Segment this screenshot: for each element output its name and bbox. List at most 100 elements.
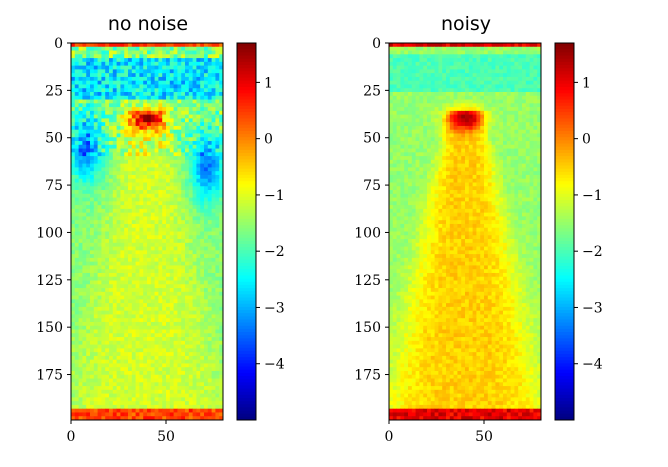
heatmap-cell: [472, 73, 477, 78]
heatmap-cell: [506, 58, 511, 63]
heatmap-cell: [162, 190, 167, 195]
heatmap-cell: [124, 404, 129, 410]
heatmap-cell: [215, 389, 220, 395]
heatmap-cell: [177, 58, 182, 63]
heatmap-cell: [200, 201, 205, 206]
heatmap-cell: [139, 58, 144, 63]
heatmap-cell: [215, 344, 220, 349]
heatmap-cell: [453, 114, 458, 119]
heatmap-cell: [93, 186, 98, 191]
heatmap-cell: [487, 107, 492, 112]
heatmap-cell: [423, 99, 428, 104]
heatmap-cell: [131, 288, 136, 293]
heatmap-cell: [131, 235, 136, 240]
heatmap-cell: [204, 265, 209, 270]
heatmap-cell: [200, 355, 205, 361]
heatmap-cell: [177, 148, 182, 153]
heatmap-cell: [204, 352, 209, 357]
heatmap-cell: [135, 133, 140, 138]
heatmap-cell: [86, 103, 91, 108]
heatmap-cell: [192, 125, 197, 131]
heatmap-cell: [154, 156, 159, 161]
heatmap-cell: [468, 103, 473, 108]
heatmap-cell: [131, 389, 136, 395]
heatmap-cell: [86, 114, 91, 119]
heatmap-cell: [131, 171, 136, 176]
heatmap-cell: [154, 220, 159, 225]
heatmap-cell: [74, 92, 79, 97]
heatmap-cell: [188, 393, 193, 398]
heatmap-cell: [109, 58, 114, 63]
heatmap-cell: [97, 382, 102, 387]
heatmap-cell: [101, 227, 106, 232]
heatmap-cell: [211, 374, 216, 379]
heatmap-cell: [139, 167, 144, 172]
heatmap-cell: [188, 321, 193, 327]
heatmap-cell: [90, 193, 95, 198]
heatmap-cell: [181, 107, 186, 112]
heatmap-cell: [207, 382, 212, 387]
heatmap-cell: [522, 107, 527, 112]
heatmap-cell: [154, 401, 159, 406]
heatmap-cell: [71, 125, 76, 131]
heatmap-cell: [185, 314, 190, 319]
heatmap-cell: [453, 99, 458, 104]
heatmap-cell: [147, 272, 152, 278]
heatmap-cell: [120, 54, 125, 59]
heatmap-cell: [215, 197, 220, 202]
heatmap-cell: [400, 80, 405, 85]
heatmap-cell: [158, 337, 163, 342]
heatmap-cell: [177, 333, 182, 338]
heatmap-cell: [196, 141, 201, 146]
heatmap-cell: [109, 46, 114, 51]
heatmap-cell: [154, 159, 159, 165]
heatmap-cell: [93, 107, 98, 112]
heatmap-cell: [139, 208, 144, 214]
heatmap-cell: [188, 254, 193, 259]
heatmap-cell: [465, 114, 470, 119]
heatmap-cell: [181, 92, 186, 97]
heatmap-cell: [74, 337, 79, 342]
heatmap-cell: [396, 80, 401, 85]
heatmap-cell: [82, 186, 87, 191]
heatmap-cell: [124, 99, 129, 104]
heatmap-cell: [427, 88, 432, 93]
heatmap-cell: [74, 137, 79, 142]
heatmap-cell: [124, 201, 129, 206]
heatmap-cell: [404, 92, 409, 97]
heatmap-cell: [128, 178, 133, 183]
heatmap-cell: [204, 321, 209, 327]
heatmap-cell: [166, 306, 171, 312]
heatmap-cell: [457, 103, 462, 108]
heatmap-cell: [461, 99, 466, 104]
heatmap-cell: [166, 389, 171, 395]
heatmap-cell: [105, 239, 110, 244]
heatmap-cell: [116, 333, 121, 338]
heatmap-cell: [449, 99, 454, 104]
heatmap-cell: [105, 110, 110, 116]
heatmap-cell: [166, 69, 171, 74]
heatmap-cell: [90, 318, 95, 323]
heatmap-cell: [204, 144, 209, 149]
heatmap-cell: [90, 269, 95, 274]
heatmap-cell: [112, 344, 117, 349]
heatmap-cell: [105, 178, 110, 183]
heatmap-cell: [169, 242, 174, 247]
heatmap-cell: [109, 314, 114, 319]
heatmap-cell: [196, 386, 201, 391]
heatmap-cell: [453, 88, 458, 93]
heatmap-cell: [204, 84, 209, 89]
heatmap-cell: [166, 325, 171, 330]
heatmap-cell: [116, 231, 121, 236]
heatmap-cell: [105, 163, 110, 168]
heatmap-cell: [166, 397, 171, 402]
heatmap-cell: [135, 190, 140, 195]
heatmap-cell: [411, 76, 416, 82]
heatmap-cell: [82, 73, 87, 78]
heatmap-cell: [147, 103, 152, 108]
heatmap-cell: [131, 299, 136, 304]
heatmap-cell: [461, 65, 466, 70]
heatmap-cell: [97, 306, 102, 312]
colorbar-segment: [237, 401, 256, 405]
heatmap-cell: [105, 359, 110, 364]
